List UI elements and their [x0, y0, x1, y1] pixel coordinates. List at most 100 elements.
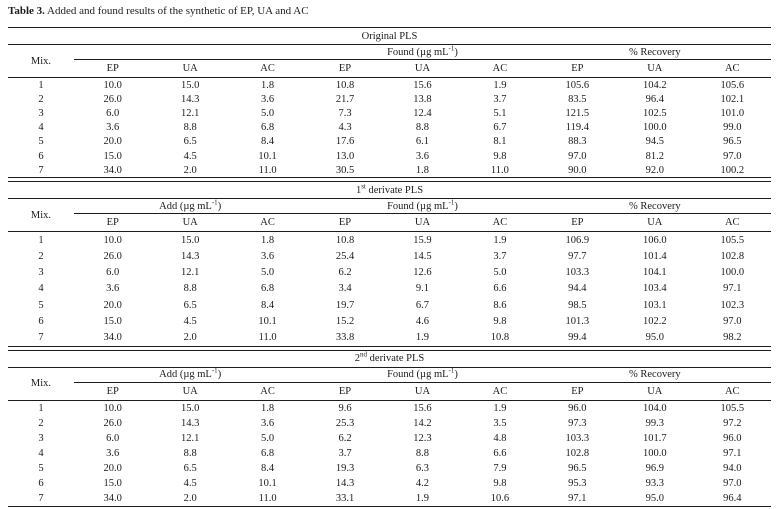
mix-number-cell: 3 [38, 107, 44, 119]
value-cell: 105.5 [720, 234, 745, 246]
value-cell: 3.7 [493, 93, 507, 105]
value-cell: 8.4 [261, 462, 275, 474]
column-header-mix: Mix. [8, 367, 74, 401]
value-cell: 8.4 [261, 299, 275, 311]
mix-number-cell: 4 [38, 447, 44, 459]
value-cell: 97.0 [723, 477, 742, 489]
mix-number-cell: 6 [38, 315, 44, 327]
group-header-text: % Recovery [629, 46, 681, 58]
table-header: Original PLS Mix. Found (µg mL-1) % Reco… [8, 27, 771, 78]
value-cell: 15.0 [180, 234, 200, 246]
value-cell: 8.1 [493, 136, 507, 148]
value-cell: 6.2 [338, 267, 352, 279]
section-title-text: Original PLS [361, 30, 418, 42]
value-cell: 10.8 [335, 234, 355, 246]
table-caption-text: Added and found results of the synthetic… [44, 5, 309, 17]
value-cell: 95.0 [645, 332, 664, 344]
value-cell: 10.1 [258, 150, 277, 162]
value-cell: 105.6 [720, 79, 745, 91]
value-cell: 15.0 [103, 150, 122, 162]
value-cell: 13.0 [335, 150, 355, 162]
value-cell: 90.0 [568, 164, 587, 176]
column-header-ep: EP [538, 382, 617, 401]
table-row: 4 3.6 8.8 6.8 4.3 8.8 6.7 119.4 100.0 99.0 [8, 121, 771, 135]
mix-number-cell: 6 [38, 477, 44, 489]
value-cell: 10.0 [103, 402, 122, 414]
value-cell: 88.3 [568, 136, 587, 148]
column-header-ac: AC [228, 59, 307, 78]
value-cell: 7.9 [493, 462, 507, 474]
value-cell: 97.1 [723, 447, 742, 459]
column-header-ua: UA [616, 59, 694, 78]
table-row: 3 6.0 12.1 5.0 6.2 12.6 5.0 103.3 104.1 100.0 [8, 265, 771, 281]
section-title-row: Original PLS [8, 27, 771, 45]
value-cell: 3.6 [261, 251, 275, 263]
table-row: 1 10.0 15.0 1.8 9.6 15.6 1.9 96.0 104.0 105.5 [8, 400, 771, 416]
value-cell: 6.6 [493, 447, 507, 459]
column-header-ep: EP [306, 213, 384, 233]
value-cell: 102.8 [565, 447, 590, 459]
group-header-found: Found (µg mL-1) [306, 44, 539, 60]
group-header-text: Found (µg mL [387, 369, 449, 381]
value-cell: 99.3 [645, 417, 664, 429]
value-cell: 1.9 [493, 79, 507, 91]
value-cell: 102.2 [642, 315, 667, 327]
value-cell: 95.3 [568, 477, 587, 489]
superscript: -1 [448, 44, 455, 52]
value-cell: 101.4 [642, 251, 667, 263]
table-row: 6 15.0 4.5 10.1 14.3 4.2 9.8 95.3 93.3 97.0 [8, 476, 771, 491]
value-cell: 102.5 [642, 107, 667, 119]
value-cell: 97.0 [568, 150, 587, 162]
value-cell: 8.8 [183, 447, 197, 459]
value-cell: 26.0 [103, 417, 122, 429]
mix-number-cell: 5 [38, 299, 44, 311]
value-cell: 8.8 [415, 122, 430, 134]
mix-number-cell: 7 [38, 332, 44, 344]
value-cell: 2.0 [183, 332, 197, 344]
value-cell: 15.0 [103, 315, 122, 327]
value-cell: 9.8 [493, 150, 507, 162]
value-cell: 26.0 [103, 93, 122, 105]
group-header-text: ) [454, 46, 458, 58]
value-cell: 4.5 [183, 150, 197, 162]
value-cell: 10.1 [258, 477, 277, 489]
value-cell: 19.3 [335, 462, 355, 474]
group-header-found: Found (µg mL-1) [306, 367, 539, 383]
section-title: 2nd derivate PLS [8, 350, 771, 368]
value-cell: 1.9 [415, 332, 430, 344]
value-cell: 94.4 [568, 283, 587, 295]
value-cell: 15.6 [413, 79, 432, 91]
value-cell: 33.1 [335, 492, 355, 504]
value-cell: 6.8 [261, 447, 275, 459]
table-header: 2nd derivate PLS Mix. Add (µg mL-1) Foun… [8, 350, 771, 401]
group-header-recovery: % Recovery [538, 367, 771, 383]
value-cell: 97.3 [568, 417, 587, 429]
mix-number-cell: 5 [38, 136, 44, 148]
value-cell: 7.3 [338, 107, 352, 119]
mix-number-cell: 2 [38, 251, 44, 263]
value-cell: 98.5 [568, 299, 587, 311]
superscript: -1 [211, 198, 218, 207]
value-cell: 6.5 [183, 462, 197, 474]
value-cell: 98.2 [723, 332, 742, 344]
value-cell: 12.6 [413, 267, 432, 279]
mix-number-cell: 2 [38, 93, 44, 105]
value-cell: 10.8 [490, 332, 510, 344]
value-cell: 102.3 [720, 299, 745, 311]
table-first-derivate-pls: 1st derivate PLS Mix. Add (µg mL-1) Foun… [8, 181, 771, 347]
value-cell: 12.3 [413, 432, 432, 444]
table-row: 5 20.0 6.5 8.4 17.6 6.1 8.1 88.3 94.5 96.5 [8, 135, 771, 149]
group-header-text: Found (µg mL [387, 200, 449, 212]
value-cell: 103.3 [565, 267, 590, 279]
value-cell: 97.1 [568, 492, 587, 504]
column-header-ac: AC [693, 382, 771, 401]
group-header-recovery: % Recovery [538, 198, 771, 215]
value-cell: 20.0 [103, 462, 122, 474]
value-cell: 3.7 [338, 447, 352, 459]
superscript: nd [360, 350, 368, 359]
value-cell: 3.6 [106, 283, 120, 295]
value-cell: 2.0 [183, 492, 197, 504]
value-cell: 1.9 [415, 492, 430, 504]
value-cell: 100.0 [642, 122, 667, 134]
value-cell: 100.0 [720, 267, 745, 279]
